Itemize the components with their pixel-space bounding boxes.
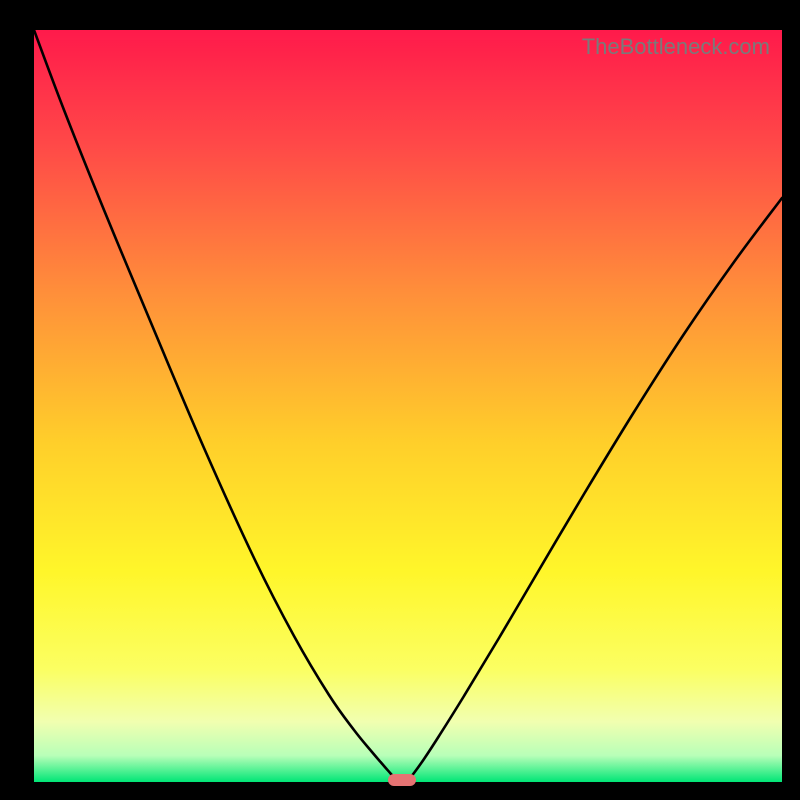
bottleneck-curve (34, 30, 782, 782)
chart-frame: TheBottleneck.com (0, 0, 800, 800)
plot-area (34, 30, 782, 782)
watermark-text: TheBottleneck.com (582, 34, 770, 60)
optimum-marker (388, 774, 416, 786)
